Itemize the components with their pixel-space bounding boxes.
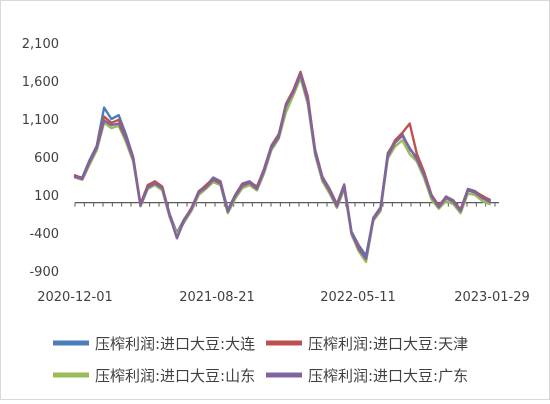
zero-baseline	[74, 202, 499, 207]
y-axis: 2,100 1,600 1,100 600 100 -400 -900	[22, 37, 59, 280]
y-tick-label: 2,100	[22, 37, 59, 52]
series-lines	[73, 70, 491, 264]
x-tick-label: 2023-01-29	[454, 290, 530, 305]
legend-label: 压榨利润:进口大豆:广东	[308, 367, 468, 385]
y-tick-label: 1,100	[22, 113, 59, 128]
legend-label: 压榨利润:进口大豆:天津	[308, 335, 468, 353]
series-line-1	[73, 72, 491, 258]
legend-label: 压榨利润:进口大豆:大连	[95, 335, 255, 353]
series-line-3	[73, 76, 491, 264]
x-tick-label: 2020-12-01	[37, 290, 113, 305]
legend-label: 压榨利润:进口大豆:山东	[95, 367, 255, 385]
x-tick-label: 2021-08-21	[179, 290, 255, 305]
x-axis: 2020-12-01 2021-08-21 2022-05-11 2023-01-29	[37, 290, 530, 305]
x-tick-label: 2022-05-11	[320, 290, 396, 305]
y-tick-label: 600	[34, 151, 59, 166]
series-line-4	[73, 72, 491, 260]
y-tick-label: 1,600	[22, 75, 59, 90]
series-line-2	[73, 70, 491, 262]
y-tick-label: 100	[34, 189, 59, 204]
y-tick-label: -400	[29, 227, 59, 242]
y-tick-label: -900	[29, 265, 59, 280]
